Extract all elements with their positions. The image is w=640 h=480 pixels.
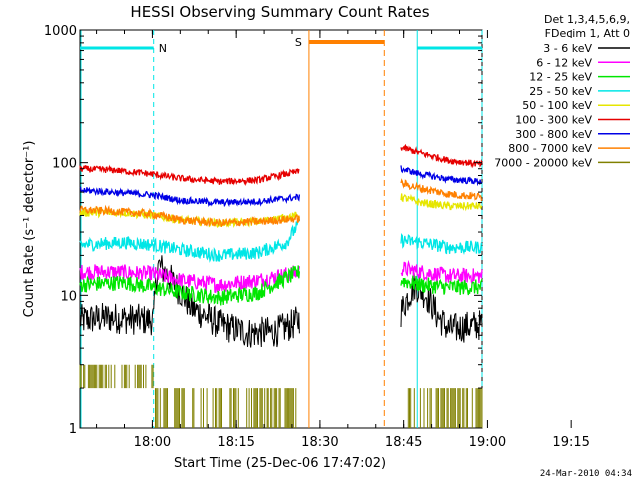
- legend-label: 6 - 12 keV: [536, 56, 592, 69]
- x-axis-label: Start Time (25-Dec-06 17:47:02): [174, 456, 386, 471]
- chart-title: HESSI Observing Summary Count Rates: [130, 3, 429, 21]
- x-tick-label: 18:30: [301, 435, 338, 450]
- footer-timestamp: 24-Mar-2010 04:34: [540, 469, 632, 479]
- x-tick-label: 19:15: [552, 435, 589, 450]
- y-tick-label: 1: [69, 422, 77, 437]
- legend: Det 1,3,4,5,6,9, FDecim 1, Att 0 3 - 6 k…: [494, 13, 630, 169]
- x-tick-label: 18:00: [134, 435, 171, 450]
- legend-label: 800 - 7000 keV: [508, 142, 592, 155]
- legend-label: 50 - 100 keV: [522, 99, 592, 112]
- y-tick-label: 1000: [44, 24, 77, 39]
- legend-header-line-1: Det 1,3,4,5,6,9,: [544, 13, 630, 26]
- legend-label: 300 - 800 keV: [515, 128, 592, 141]
- count-rate-chart: HESSI Observing Summary Count Rates N S 1…: [0, 0, 640, 480]
- n-flag-label: N: [159, 42, 167, 55]
- x-tick-label: 19:00: [469, 435, 506, 450]
- y-tick-label: 10: [60, 289, 77, 304]
- legend-label: 25 - 50 keV: [529, 85, 592, 98]
- y-axis-label: Count Rate (s⁻¹ detector⁻¹): [22, 141, 37, 318]
- legend-label: 12 - 25 keV: [529, 71, 592, 84]
- legend-label: 100 - 300 keV: [515, 114, 592, 127]
- legend-header-line-2: FDecim 1, Att 0: [545, 27, 630, 40]
- y-tick-label: 100: [52, 157, 77, 172]
- x-tick-label: 18:45: [385, 435, 422, 450]
- legend-label: 3 - 6 keV: [543, 42, 592, 55]
- legend-label: 7000 - 20000 keV: [494, 156, 592, 169]
- x-tick-label: 18:15: [217, 435, 254, 450]
- s-flag-label: S: [295, 36, 302, 49]
